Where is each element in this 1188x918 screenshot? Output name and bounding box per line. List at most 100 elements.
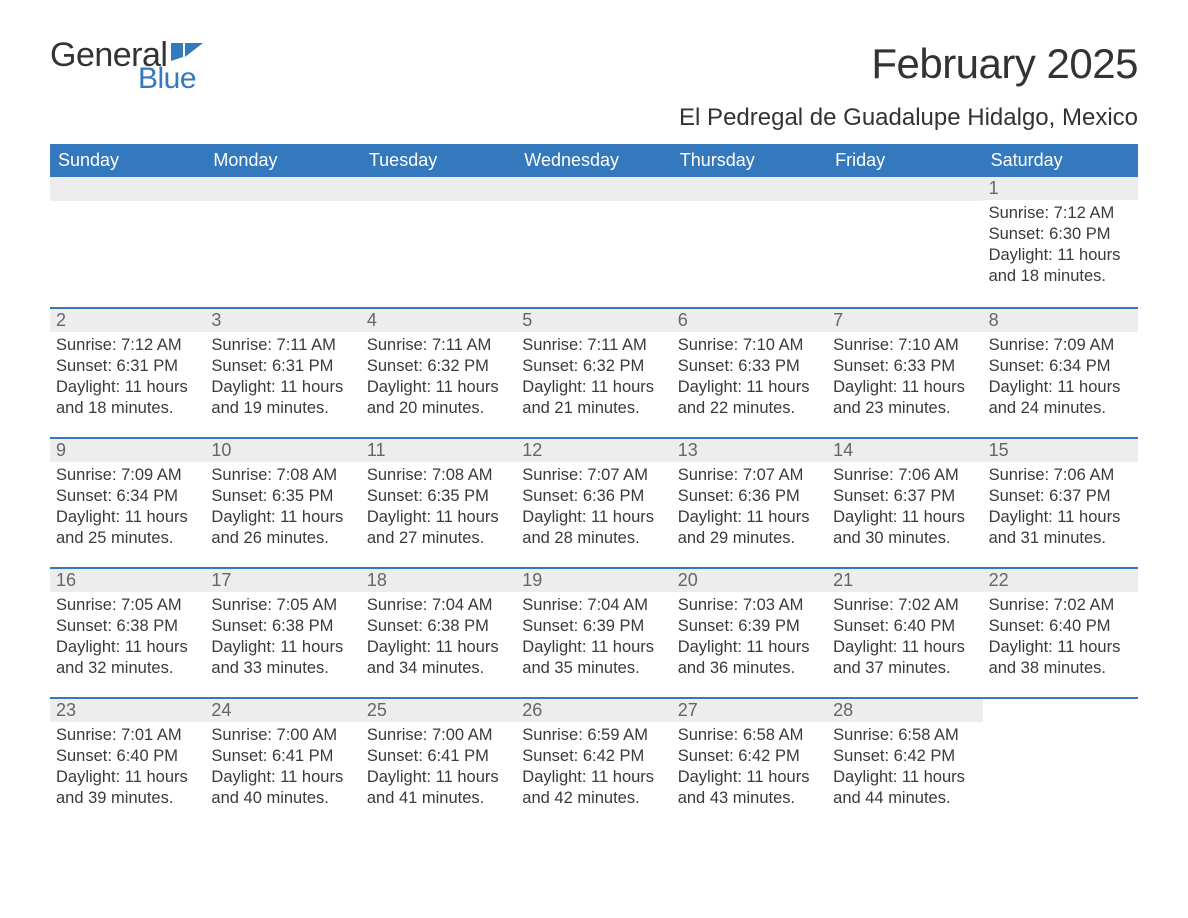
daylight-text: Daylight: 11 hours and 37 minutes. xyxy=(833,637,976,679)
date-band: 7 xyxy=(827,309,982,332)
sunset-text: Sunset: 6:38 PM xyxy=(367,616,510,637)
day-header-row: Sunday Monday Tuesday Wednesday Thursday… xyxy=(50,144,1138,177)
daylight-text: Daylight: 11 hours and 28 minutes. xyxy=(522,507,665,549)
sunset-text: Sunset: 6:38 PM xyxy=(56,616,199,637)
calendar-cell: 26Sunrise: 6:59 AMSunset: 6:42 PMDayligh… xyxy=(516,699,671,827)
date-band: 13 xyxy=(672,439,827,462)
daylight-text: Daylight: 11 hours and 30 minutes. xyxy=(833,507,976,549)
day-header: Thursday xyxy=(672,144,827,177)
daylight-text: Daylight: 11 hours and 40 minutes. xyxy=(211,767,354,809)
date-number: 7 xyxy=(833,310,843,330)
sunrise-text: Sunrise: 7:03 AM xyxy=(678,595,821,616)
sunrise-text: Sunrise: 7:12 AM xyxy=(56,335,199,356)
date-band: 21 xyxy=(827,569,982,592)
location-subtitle: El Pedregal de Guadalupe Hidalgo, Mexico xyxy=(679,104,1138,132)
sun-info: Sunrise: 7:02 AMSunset: 6:40 PMDaylight:… xyxy=(833,595,976,679)
daylight-text: Daylight: 11 hours and 27 minutes. xyxy=(367,507,510,549)
sunrise-text: Sunrise: 7:08 AM xyxy=(211,465,354,486)
weeks-container: 1Sunrise: 7:12 AMSunset: 6:30 PMDaylight… xyxy=(50,177,1138,827)
daylight-text: Daylight: 11 hours and 39 minutes. xyxy=(56,767,199,809)
empty-date-band xyxy=(361,177,516,201)
date-band: 23 xyxy=(50,699,205,722)
date-number: 24 xyxy=(211,700,231,720)
date-number: 16 xyxy=(56,570,76,590)
sunrise-text: Sunrise: 7:00 AM xyxy=(211,725,354,746)
daylight-text: Daylight: 11 hours and 18 minutes. xyxy=(989,245,1132,287)
date-number: 8 xyxy=(989,310,999,330)
date-band: 18 xyxy=(361,569,516,592)
date-number: 4 xyxy=(367,310,377,330)
sun-info: Sunrise: 7:00 AMSunset: 6:41 PMDaylight:… xyxy=(367,725,510,809)
date-number: 27 xyxy=(678,700,698,720)
date-number: 17 xyxy=(211,570,231,590)
daylight-text: Daylight: 11 hours and 34 minutes. xyxy=(367,637,510,679)
calendar-cell: 24 Sunrise: 7:00 AMSunset: 6:41 PMDayligh… xyxy=(205,699,360,827)
daylight-text: Daylight: 11 hours and 33 minutes. xyxy=(211,637,354,679)
date-band: 12 xyxy=(516,439,671,462)
daylight-text: Daylight: 11 hours and 42 minutes. xyxy=(522,767,665,809)
date-band: 25 xyxy=(361,699,516,722)
sunset-text: Sunset: 6:35 PM xyxy=(211,486,354,507)
sunset-text: Sunset: 6:31 PM xyxy=(56,356,199,377)
date-number: 5 xyxy=(522,310,532,330)
sun-info: Sunrise: 6:59 AMSunset: 6:42 PMDaylight:… xyxy=(522,725,665,809)
date-band: 24 xyxy=(205,699,360,722)
sunset-text: Sunset: 6:40 PM xyxy=(989,616,1132,637)
sunset-text: Sunset: 6:40 PM xyxy=(56,746,199,767)
sun-info: Sunrise: 6:58 AMSunset: 6:42 PMDaylight:… xyxy=(678,725,821,809)
empty-date-band xyxy=(672,177,827,201)
sunrise-text: Sunrise: 7:05 AM xyxy=(211,595,354,616)
sun-info: Sunrise: 7:09 AMSunset: 6:34 PMDaylight:… xyxy=(56,465,199,549)
calendar-cell xyxy=(361,177,516,307)
day-header: Wednesday xyxy=(516,144,671,177)
date-number: 3 xyxy=(211,310,221,330)
daylight-text: Daylight: 11 hours and 25 minutes. xyxy=(56,507,199,549)
calendar-cell: 15Sunrise: 7:06 AMSunset: 6:37 PMDayligh… xyxy=(983,439,1138,567)
sunset-text: Sunset: 6:39 PM xyxy=(522,616,665,637)
sun-info: Sunrise: 7:02 AMSunset: 6:40 PMDaylight:… xyxy=(989,595,1132,679)
header-row: General Blue February 2025 El Pedregal d… xyxy=(50,40,1138,132)
date-band: 11 xyxy=(361,439,516,462)
calendar-cell xyxy=(516,177,671,307)
sunrise-text: Sunrise: 6:59 AM xyxy=(522,725,665,746)
sun-info: Sunrise: 7:09 AMSunset: 6:34 PMDaylight:… xyxy=(989,335,1132,419)
sunset-text: Sunset: 6:41 PM xyxy=(211,746,354,767)
sunset-text: Sunset: 6:31 PM xyxy=(211,356,354,377)
calendar-cell xyxy=(827,177,982,307)
date-number: 19 xyxy=(522,570,542,590)
date-number: 15 xyxy=(989,440,1009,460)
calendar-grid: Sunday Monday Tuesday Wednesday Thursday… xyxy=(50,144,1138,827)
date-number: 6 xyxy=(678,310,688,330)
sun-info: Sunrise: 7:08 AMSunset: 6:35 PMDaylight:… xyxy=(211,465,354,549)
date-band: 27 xyxy=(672,699,827,722)
sunrise-text: Sunrise: 7:07 AM xyxy=(678,465,821,486)
sunset-text: Sunset: 6:34 PM xyxy=(989,356,1132,377)
date-band: 9 xyxy=(50,439,205,462)
sunset-text: Sunset: 6:33 PM xyxy=(833,356,976,377)
sunset-text: Sunset: 6:39 PM xyxy=(678,616,821,637)
sunrise-text: Sunrise: 7:04 AM xyxy=(367,595,510,616)
date-band: 19 xyxy=(516,569,671,592)
date-number: 10 xyxy=(211,440,231,460)
date-number: 1 xyxy=(989,178,999,198)
sun-info: Sunrise: 7:00 AMSunset: 6:41 PMDaylight:… xyxy=(211,725,354,809)
sunset-text: Sunset: 6:33 PM xyxy=(678,356,821,377)
calendar-cell: 1Sunrise: 7:12 AMSunset: 6:30 PMDaylight… xyxy=(983,177,1138,307)
calendar-cell: 3Sunrise: 7:11 AMSunset: 6:31 PMDaylight… xyxy=(205,309,360,437)
calendar-cell: 10 Sunrise: 7:08 AMSunset: 6:35 PMDayligh… xyxy=(205,439,360,567)
sunrise-text: Sunrise: 7:00 AM xyxy=(367,725,510,746)
calendar-cell: 11Sunrise: 7:08 AMSunset: 6:35 PMDayligh… xyxy=(361,439,516,567)
date-band: 15 xyxy=(983,439,1138,462)
date-number: 21 xyxy=(833,570,853,590)
date-band: 8 xyxy=(983,309,1138,332)
date-band: 16 xyxy=(50,569,205,592)
sunrise-text: Sunrise: 6:58 AM xyxy=(678,725,821,746)
calendar-cell: 4Sunrise: 7:11 AMSunset: 6:32 PMDaylight… xyxy=(361,309,516,437)
week-row: 1Sunrise: 7:12 AMSunset: 6:30 PMDaylight… xyxy=(50,177,1138,307)
empty-date-band xyxy=(205,177,360,201)
calendar-cell: 20Sunrise: 7:03 AMSunset: 6:39 PMDayligh… xyxy=(672,569,827,697)
sunset-text: Sunset: 6:42 PM xyxy=(833,746,976,767)
daylight-text: Daylight: 11 hours and 24 minutes. xyxy=(989,377,1132,419)
calendar-cell: 23Sunrise: 7:01 AMSunset: 6:40 PMDayligh… xyxy=(50,699,205,827)
sunrise-text: Sunrise: 7:04 AM xyxy=(522,595,665,616)
